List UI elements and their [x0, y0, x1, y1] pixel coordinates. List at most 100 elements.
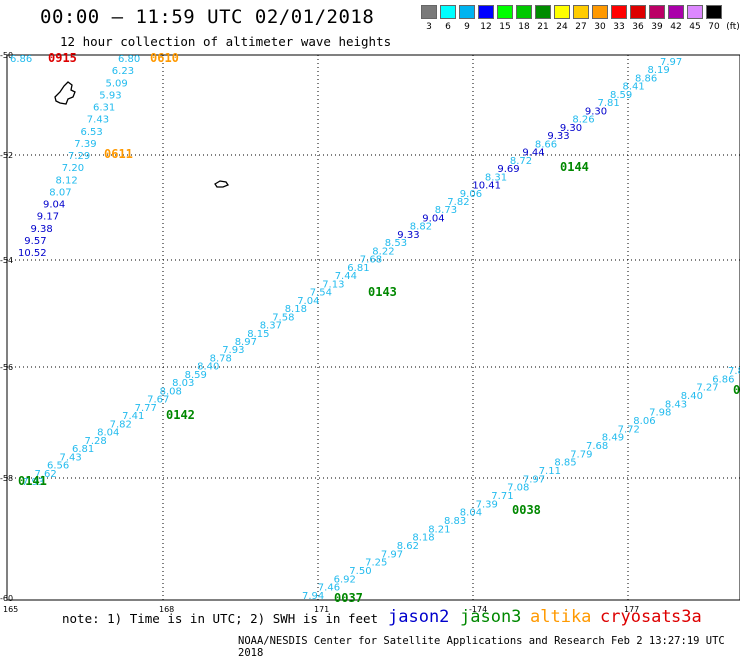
wave-height-value: 5.09: [106, 78, 128, 89]
legend-swatch-24: [554, 5, 570, 19]
wave-height-value: 7.43: [60, 452, 82, 463]
legend-label: 39: [651, 22, 663, 32]
legend-label: 42: [670, 22, 682, 32]
wave-height-value: 6.56: [47, 461, 69, 472]
wave-height-value: 8.26: [572, 115, 594, 126]
latitude-label: -50: [0, 51, 13, 60]
legend-label: 27: [575, 22, 587, 32]
legend-swatch-70: [706, 5, 722, 19]
pass-time-label: 0144: [560, 160, 589, 174]
legend-label: 6: [445, 22, 451, 32]
wave-height-value: 8.03: [172, 378, 194, 389]
wave-height-value: 8.82: [410, 222, 432, 233]
wave-height-value: 7.46: [318, 583, 340, 594]
wave-height-value: 8.18: [412, 533, 434, 544]
legend-swatch-3: [421, 5, 437, 19]
legend-swatch-9: [459, 5, 475, 19]
wave-height-value: 7.58: [272, 312, 294, 323]
wave-height-value: 9.57: [24, 236, 46, 247]
wave-height-value: 8.59: [185, 370, 207, 381]
wave-height-value: 8.85: [554, 458, 576, 469]
pass-time-label: 0141: [18, 474, 47, 488]
satellite-label-jason2: jason2: [388, 607, 450, 627]
wave-height-value: 9.33: [397, 230, 419, 241]
wave-height-value: 8.40: [681, 391, 703, 402]
wave-height-value: 9.69: [497, 164, 519, 175]
wave-height-value: 7.27: [696, 383, 718, 394]
wave-height-value: 8.04: [460, 508, 482, 519]
wave-height-value: 9.38: [31, 224, 53, 235]
longitude-label: 165: [3, 605, 18, 614]
pass-time-label: 0037: [334, 591, 363, 605]
lat-lon-grid: [7, 55, 740, 600]
legend-label: 70: [708, 22, 720, 32]
pass-time-label: 0142: [166, 408, 195, 422]
wave-height-value: 7.50: [349, 566, 371, 577]
map-frame: [6, 54, 740, 601]
legend-swatch-18: [516, 5, 532, 19]
legend-label: 33: [613, 22, 625, 32]
wave-height-value: 7.72: [618, 424, 640, 435]
wave-height-value: 6.81: [72, 444, 94, 455]
legend-label: 45: [689, 22, 701, 32]
island-outlines: [54, 81, 229, 188]
wave-height-value: 7.44: [335, 271, 357, 282]
legend-label: 24: [556, 22, 568, 32]
wave-height-value: 7.28: [85, 436, 107, 447]
legend-label: 9: [464, 22, 470, 32]
wave-height-value: 9.30: [560, 123, 582, 134]
wave-height-value: 6.86: [10, 54, 32, 65]
pass-time-label: 0: [733, 383, 740, 397]
wave-height-value: 7.11: [539, 466, 561, 477]
legend-swatch-39: [649, 5, 665, 19]
wave-height-value: 7.77: [135, 403, 157, 414]
wave-height-value: 7.62: [35, 469, 57, 480]
wave-height-value: 7.71: [491, 491, 513, 502]
wave-height-value: 5.93: [99, 90, 121, 101]
latitude-label: -58: [0, 474, 13, 483]
wave-height-value: 8.19: [648, 65, 670, 76]
latitude-label: -54: [0, 256, 13, 265]
wave-height-value: 8.15: [247, 329, 269, 340]
wave-height-value: 8.62: [397, 541, 419, 552]
wave-height-value: 8.59: [610, 90, 632, 101]
legend-label: 15: [499, 22, 511, 32]
longitude-label: 171: [314, 605, 329, 614]
wave-height-value: 7.20: [62, 163, 84, 174]
wave-height-value: 7.93: [222, 345, 244, 356]
legend-label: 3: [426, 22, 432, 32]
wave-height-value: 9.04: [422, 214, 444, 225]
wave-height-value: 8.08: [160, 386, 182, 397]
wave-height-value: 9.04: [43, 200, 65, 211]
longitude-label: 177: [624, 605, 639, 614]
wave-height-value: 10.52: [18, 248, 47, 259]
campbell-island-outline: [214, 180, 229, 188]
wave-height-value: 8.31: [485, 172, 507, 183]
wave-height-value: 7.13: [322, 279, 344, 290]
longitude-label: 168: [159, 605, 174, 614]
wave-height-value: 7.98: [649, 408, 671, 419]
wave-height-value: 8.21: [428, 524, 450, 535]
wave-height-value: 8.18: [285, 304, 307, 315]
legend-label: 18: [518, 22, 530, 32]
wave-height-value: 7.08: [507, 483, 529, 494]
satellite-label-cryosat: cryosat: [600, 607, 672, 627]
wave-height-value: 7.93: [22, 477, 44, 488]
latitude-label: -60: [0, 594, 13, 603]
wave-height-value: 8.49: [602, 433, 624, 444]
pass-time-label: 0915: [48, 51, 77, 65]
axis-labels: 165 168 171 -174 177 -50 -52 -54 -56 -58 -60: [0, 51, 639, 614]
latitude-label: -52: [0, 151, 13, 160]
wave-height-value: 8.04: [97, 428, 119, 439]
wave-height-value: 7.41: [122, 411, 144, 422]
wave-height-value: 7.97: [381, 549, 403, 560]
wave-height-value: 7.67: [147, 395, 169, 406]
wave-height-value: 8.83: [444, 516, 466, 527]
legend-swatch-27: [573, 5, 589, 19]
legend-swatch-21: [535, 5, 551, 19]
wave-height-value: 7.79: [570, 449, 592, 460]
wave-height-value: 7.39: [476, 499, 498, 510]
legend-unit: (ft): [726, 22, 740, 32]
legend-label: 36: [632, 22, 644, 32]
